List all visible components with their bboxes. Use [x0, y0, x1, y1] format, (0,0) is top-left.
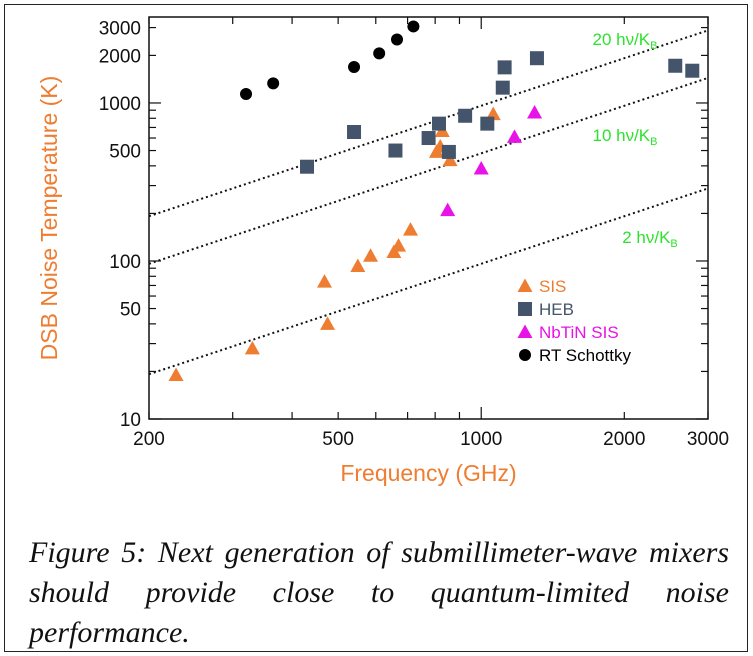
x-tick-label: 2000: [603, 429, 645, 450]
y-tick-label: 1000: [99, 94, 141, 115]
reference-line-label: 2 hν/KB: [622, 228, 678, 250]
nbtin-sis-point: [527, 105, 543, 119]
legend-marker-heb: [518, 302, 532, 316]
x-tick-label: 1000: [460, 429, 502, 450]
y-tick-label: 2000: [99, 46, 141, 67]
heb-point: [347, 125, 362, 140]
sis-point: [403, 222, 419, 236]
heb-point: [300, 159, 315, 174]
x-tick-label: 200: [133, 429, 165, 450]
legend-marker-nbtin-sis: [517, 324, 533, 338]
y-tick-label: 3000: [99, 19, 141, 40]
heb-point: [441, 144, 456, 159]
legend-label-nbtin-sis: NbTiN SIS: [539, 323, 619, 342]
reference-line-label: 20 hν/KB: [593, 30, 658, 52]
sis-point: [442, 152, 458, 167]
heb-point: [668, 58, 683, 73]
nbtin-sis-point: [507, 129, 523, 143]
rt-schottky-point: [373, 47, 386, 60]
x-axis-label: Frequency (GHz): [340, 460, 516, 486]
reference-line: [149, 29, 708, 218]
rt-schottky-point: [348, 60, 361, 73]
heb-point: [431, 116, 446, 131]
heb-point: [458, 108, 473, 123]
rt-schottky-point: [240, 87, 253, 100]
noise-temperature-chart: 200 500 1000 2000 3000 10 50 100 500 1000 2000 3000…: [36, 16, 729, 486]
x-tick-label: 3000: [687, 429, 729, 450]
figure-frame: 200 500 1000 2000 3000 10 50 100 500 1000 2000 3000…: [4, 4, 748, 652]
rt-schottky-point: [267, 77, 280, 90]
rt-schottky-point: [391, 33, 404, 46]
legend-label-heb: HEB: [539, 300, 574, 319]
y-tick-label: 50: [120, 300, 141, 321]
heb-point: [421, 131, 436, 146]
plot-area-border: [148, 16, 709, 420]
heb-point: [497, 60, 512, 75]
heb-point: [495, 80, 510, 95]
legend-label-sis: SIS: [539, 277, 566, 296]
heb-point: [388, 143, 403, 158]
nbtin-sis-point: [440, 202, 456, 217]
reference-line-label: 10 hν/KB: [593, 126, 658, 148]
y-tick-label: 100: [109, 252, 141, 273]
sis-point: [391, 238, 407, 252]
heb-point: [529, 51, 544, 66]
legend-label-rt-schottky: RT Schottky: [539, 346, 631, 365]
reference-line: [149, 187, 708, 376]
x-tick-label: 500: [322, 429, 354, 450]
heb-point: [480, 116, 495, 131]
sis-point: [244, 340, 260, 355]
y-axis-label: DSB Noise Temperature (K): [36, 76, 62, 361]
reference-line: [149, 76, 708, 265]
sis-point: [320, 316, 336, 330]
legend-marker-rt-schottky: [519, 349, 531, 361]
heb-point: [685, 63, 700, 78]
legend-marker-sis: [517, 278, 533, 292]
y-tick-label: 10: [120, 410, 141, 431]
figure-caption: Figure 5: Next generation of submillimet…: [29, 536, 729, 649]
nbtin-sis-point: [473, 160, 489, 175]
sis-point: [363, 248, 379, 262]
sis-point: [168, 367, 184, 381]
sis-point: [350, 258, 366, 272]
rt-schottky-point: [407, 20, 420, 33]
sis-point: [316, 274, 332, 288]
y-tick-label: 500: [109, 142, 141, 163]
